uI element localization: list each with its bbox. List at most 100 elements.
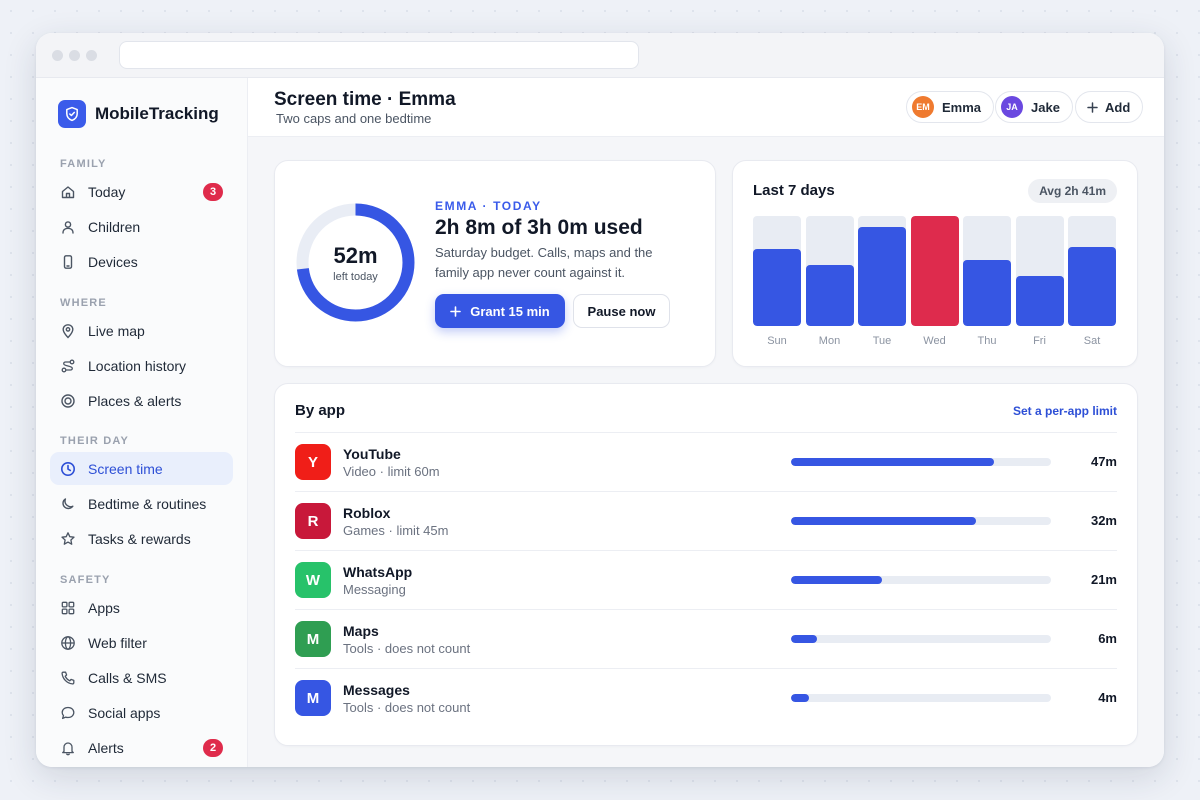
app-row-messages[interactable]: M Messages Tools · does not count 4m [295, 668, 1117, 727]
app-name: Messages [343, 682, 410, 698]
app-icon: Y [295, 444, 331, 480]
route-icon [60, 358, 76, 374]
phone-icon [60, 254, 76, 270]
sidebar-item-today[interactable]: Today 3 [50, 175, 233, 208]
app-row-roblox[interactable]: R Roblox Games · limit 45m 32m [295, 491, 1117, 550]
usage-bar-fill [791, 458, 994, 466]
sidebar-item-calls-and-sms[interactable]: Calls & SMS [50, 661, 233, 694]
usage-bar-fill [791, 576, 882, 584]
sidebar-item-apps[interactable]: Apps [50, 591, 233, 624]
weekly-average-badge: Avg 2h 41m [1028, 179, 1117, 203]
per-app-limit-link[interactable]: Set a per-app limit [1012, 404, 1117, 418]
usage-value: 21m [1090, 572, 1117, 587]
globe-icon [60, 635, 76, 651]
sidebar-item-label: Places & alerts [88, 392, 182, 409]
day-bar-track[interactable] [1015, 216, 1064, 326]
sidebar-item-label: Tasks & rewards [88, 530, 191, 547]
sidebar-item-screen-time[interactable]: Screen time [50, 452, 233, 485]
sidebar-item-children[interactable]: Children [50, 210, 233, 243]
day-bar [910, 216, 959, 326]
sidebar-item-live-map[interactable]: Live map [50, 314, 233, 347]
sidebar-item-label: Devices [88, 253, 138, 270]
day-bar-track[interactable] [805, 216, 854, 326]
grant-time-button[interactable]: Grant 15 min [435, 294, 565, 328]
day-bar-track[interactable] [963, 216, 1011, 326]
window-maximize-dot[interactable] [86, 50, 97, 61]
usage-value: 4m [1098, 690, 1117, 705]
sidebar-item-bedtime-and-routines[interactable]: Bedtime & routines [50, 487, 233, 520]
count-badge: 3 [203, 183, 223, 201]
day-bar [753, 249, 801, 326]
by-app-card: By app Set a per-app limit Y YouTube Video… [274, 383, 1138, 746]
day-label: Fri [1033, 335, 1046, 347]
app-name: YouTube [343, 446, 401, 462]
sidebar-item-label: Today [88, 183, 126, 200]
day-bar-track[interactable] [753, 216, 801, 326]
sidebar-item-label: Bedtime & routines [88, 495, 207, 512]
day-bar [1015, 276, 1064, 326]
day-label: Mon [818, 335, 841, 347]
browser-window: MobileTracking FAMILY Today 3 Children Devic… [36, 33, 1164, 767]
usage-value: 47m [1090, 454, 1117, 469]
nav-section-label: THEIR DAY [60, 435, 130, 447]
usage-bar-fill [791, 635, 817, 643]
app-meta: Tools · does not count [343, 641, 471, 656]
app-meta: Tools · does not count [343, 700, 471, 715]
app-row-maps[interactable]: M Maps Tools · does not count 6m [295, 609, 1117, 668]
sidebar-item-location-history[interactable]: Location history [50, 349, 233, 382]
usage-bar-fill [791, 517, 976, 525]
brand[interactable]: MobileTracking [58, 99, 219, 129]
app-icon: M [295, 680, 331, 716]
nav-section-label: SAFETY [60, 574, 111, 586]
star-icon [60, 531, 76, 547]
day-bar [805, 265, 854, 326]
app-icon: M [295, 621, 331, 657]
sidebar-item-places-and-alerts[interactable]: Places & alerts [50, 384, 233, 417]
bell-icon [60, 740, 76, 756]
day-bar-track[interactable] [858, 216, 906, 326]
remaining-label: left today [333, 271, 378, 283]
ring-center: 52m left today [295, 243, 416, 283]
user-icon [60, 219, 76, 235]
address-bar[interactable] [119, 41, 639, 69]
sidebar-item-tasks-and-rewards[interactable]: Tasks & rewards [50, 522, 233, 555]
weekly-title: Last 7 days [753, 182, 835, 199]
window-close-dot[interactable] [52, 50, 63, 61]
add-profile-button[interactable]: Add [1075, 91, 1144, 123]
app-name: Maps [343, 623, 379, 639]
sidebar-item-label: Location history [88, 357, 187, 374]
budget-note: Saturday budget. Calls, maps and the fam… [435, 245, 653, 280]
usage-bar-track [791, 517, 1051, 525]
app-icon: R [295, 503, 331, 539]
sidebar-item-label: Apps [88, 599, 120, 616]
sidebar-item-alerts[interactable]: Alerts 2 [50, 731, 233, 764]
profile-chip-jake[interactable]: JA Jake [995, 91, 1073, 123]
sidebar-item-devices[interactable]: Devices [50, 245, 233, 278]
profile-chip-emma[interactable]: EM Emma [906, 91, 995, 123]
sidebar-item-web-filter[interactable]: Web filter [50, 626, 233, 659]
sidebar: MobileTracking FAMILY Today 3 Children Devic… [36, 78, 248, 767]
add-profile-label: Add [1105, 99, 1131, 115]
nav-section-label: WHERE [60, 297, 107, 309]
app-row-whatsapp[interactable]: W WhatsApp Messaging 21m [295, 550, 1117, 609]
sidebar-item-social-apps[interactable]: Social apps [50, 696, 233, 729]
usage-bar-track [791, 458, 1051, 466]
window-minimize-dot[interactable] [69, 50, 80, 61]
phone-call-icon [60, 670, 76, 686]
sidebar-item-label: Children [88, 218, 141, 235]
moon-icon [60, 496, 76, 512]
usage-bar-track [791, 694, 1051, 702]
main-content: Screen time · Emma Two caps and one bedt… [248, 78, 1164, 767]
day-bar-track[interactable] [910, 216, 959, 326]
chat-bubble-icon [60, 705, 76, 721]
today-budget-card: 52m left today EMMA · TODAY 2h 8m of 3h … [274, 160, 716, 367]
app-row-youtube[interactable]: Y YouTube Video · limit 60m 47m [295, 432, 1117, 491]
day-bar-track[interactable] [1068, 216, 1116, 326]
pause-now-button[interactable]: Pause now [573, 294, 670, 328]
shield-logo-icon [58, 100, 86, 128]
page-subtitle: Two caps and one bedtime [276, 111, 432, 126]
plus-icon [1087, 101, 1098, 113]
usage-value: 32m [1090, 513, 1117, 528]
count-badge: 2 [203, 739, 223, 757]
nav-section-label: FAMILY [60, 158, 107, 170]
